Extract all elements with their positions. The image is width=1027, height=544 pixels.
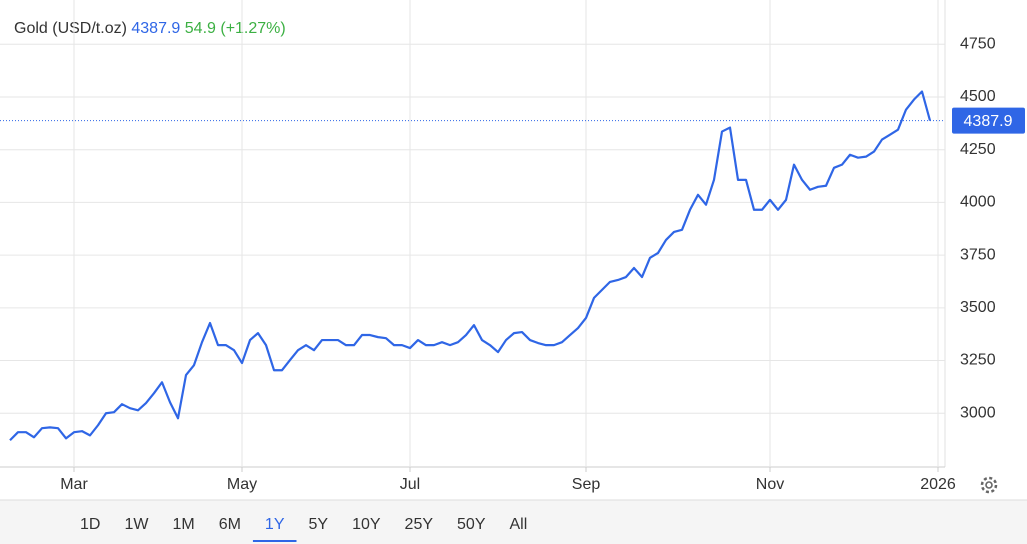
range-label: 1Y [265, 516, 285, 533]
x-tick-label: Sep [572, 476, 601, 493]
range-button[interactable]: All [509, 516, 527, 533]
y-tick-label: 4000 [960, 194, 996, 211]
y-tick-label: 4750 [960, 35, 996, 52]
range-button[interactable]: 5Y [309, 516, 329, 533]
range-button[interactable]: 1M [172, 516, 194, 533]
range-label: 6M [219, 516, 241, 533]
x-tick-label: May [227, 476, 257, 493]
range-label: 1W [124, 516, 149, 533]
x-tick-label: Jul [400, 476, 420, 493]
y-tick-label: 3750 [960, 246, 996, 263]
range-bar [0, 500, 1027, 544]
last-price-label: 4387.9 [964, 113, 1013, 130]
price: 4387.9 [131, 20, 180, 37]
x-tick-label: Nov [756, 476, 784, 493]
range-label: 1M [172, 516, 194, 533]
range-button[interactable]: 6M [219, 516, 241, 533]
range-label: All [509, 516, 527, 533]
chart-title: Gold (USD/t.oz) 4387.9 54.9 (+1.27%) [14, 20, 286, 37]
x-tick-label: 2026 [920, 476, 956, 493]
range-button[interactable]: 10Y [352, 516, 381, 533]
title: Gold (USD/t.oz) [14, 20, 127, 37]
range-label: 1D [80, 516, 100, 533]
change: 54.9 [185, 20, 216, 37]
last-price-box [952, 107, 1025, 134]
x-tick-label: Mar [60, 476, 88, 493]
range-button[interactable]: 1Y [252, 516, 297, 542]
y-tick-label: 3250 [960, 352, 996, 369]
gear-teeth [980, 476, 998, 494]
price-line [9, 90, 932, 442]
range-button[interactable]: 1W [124, 516, 149, 533]
change-pct: (+1.27%) [220, 20, 285, 37]
gear-hub [985, 481, 993, 489]
range-button[interactable]: 50Y [457, 516, 486, 533]
y-tick-label: 4250 [960, 141, 996, 158]
range-button[interactable]: 25Y [405, 516, 434, 533]
range-button[interactable]: 1D [80, 516, 100, 533]
y-tick-label: 3000 [960, 404, 996, 421]
y-tick-label: 4500 [960, 88, 996, 105]
range-label: 10Y [352, 516, 381, 533]
range-label: 50Y [457, 516, 486, 533]
settings-icon[interactable] [980, 476, 998, 494]
y-tick-label: 3500 [960, 299, 996, 316]
range-label: 5Y [309, 516, 329, 533]
range-label: 25Y [405, 516, 434, 533]
